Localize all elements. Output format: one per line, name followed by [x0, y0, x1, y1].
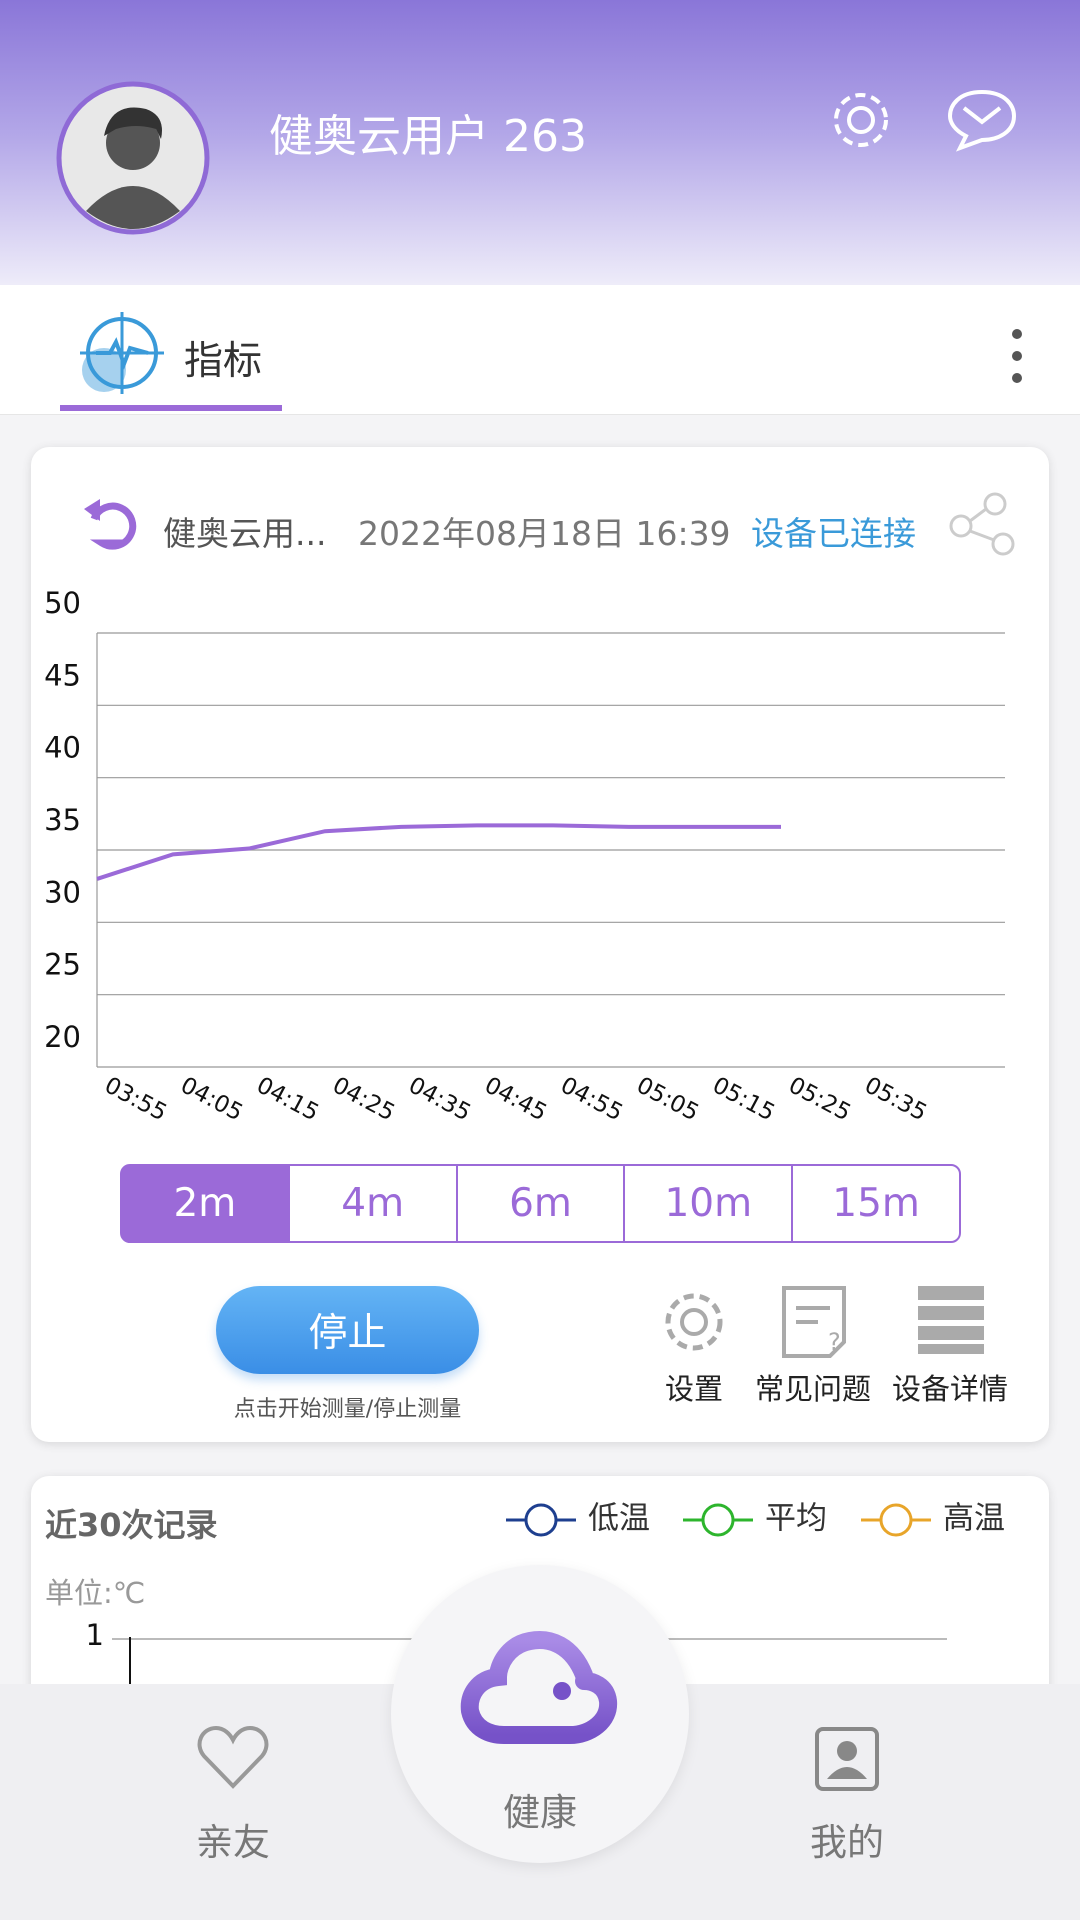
nav-label[interactable]: 亲友 [196, 1821, 270, 1864]
legend-marker [701, 1503, 735, 1537]
connection-status: 设备已连接 [751, 514, 916, 553]
x-tick-label: 04:35 [404, 1072, 475, 1126]
settings-icon[interactable] [825, 84, 897, 156]
tool-label[interactable]: 设备详情 [891, 1372, 1009, 1406]
message-icon[interactable] [946, 88, 1018, 152]
x-tick-label: 05:05 [632, 1072, 703, 1126]
tab-icon [80, 312, 164, 394]
legend-label: 低温 [588, 1501, 650, 1537]
stop-hint: 点击开始测量/停止测量 [233, 1397, 462, 1422]
y-tick-label: 20 [44, 1020, 81, 1054]
legend-label: 平均 [765, 1501, 827, 1537]
records-unit: 单位:℃ [45, 1576, 146, 1610]
x-tick-label: 04:05 [176, 1072, 247, 1126]
heart-icon[interactable] [196, 1724, 270, 1792]
stop-button[interactable]: 停止 [216, 1286, 479, 1374]
y-tick-label: 25 [44, 948, 81, 982]
share-icon[interactable] [947, 490, 1019, 562]
x-tick-label: 04:45 [480, 1072, 551, 1126]
x-tick-label: 05:15 [708, 1072, 779, 1126]
tool-icon[interactable]: ? [778, 1284, 850, 1360]
card-datetime: 2022年08月18日 16:39 [358, 514, 731, 553]
tab-underline [60, 405, 282, 411]
range-button[interactable]: 6m [455, 1164, 626, 1243]
records-title: 近30次记录 [45, 1506, 218, 1544]
tab-bar [0, 285, 1080, 415]
back-icon[interactable] [80, 495, 140, 555]
legend-marker [524, 1503, 558, 1537]
range-button[interactable]: 4m [287, 1164, 458, 1243]
y-tick-label: 40 [44, 731, 81, 765]
legend-marker [879, 1503, 913, 1537]
measure-card [31, 447, 1049, 1442]
y-tick-label: 45 [44, 658, 81, 692]
y-tick-label: 35 [44, 803, 81, 837]
tool-icon[interactable] [916, 1284, 986, 1356]
x-tick-label: 05:25 [784, 1072, 855, 1126]
x-tick-label: 04:15 [252, 1072, 323, 1126]
y-tick-label: 50 [44, 586, 81, 620]
range-button[interactable]: 10m [623, 1164, 794, 1243]
x-tick-label: 04:55 [556, 1072, 627, 1126]
data-line [96, 823, 781, 881]
cloud-icon[interactable] [460, 1625, 620, 1755]
nav-center[interactable] [391, 1565, 689, 1863]
nav-label[interactable]: 健康 [503, 1791, 577, 1834]
card-user: 健奥云用... [163, 514, 327, 553]
x-tick-label: 03:55 [100, 1072, 171, 1126]
nav-label[interactable]: 我的 [810, 1821, 884, 1864]
x-tick-label: 05:35 [860, 1072, 931, 1126]
avatar[interactable] [56, 81, 210, 235]
y-tick-label: 1 [86, 1618, 104, 1652]
more-icon[interactable] [1007, 328, 1027, 384]
username: 健奥云用户 263 [269, 111, 587, 162]
tool-label[interactable]: 设置 [664, 1372, 724, 1406]
y-tick-label: 30 [44, 875, 81, 909]
range-button[interactable]: 15m [791, 1164, 961, 1243]
tool-label[interactable]: 常见问题 [754, 1372, 872, 1406]
records-chart: 低温 平均 高温 1 [86, 1501, 1005, 1700]
tab-label[interactable]: 指标 [184, 339, 263, 384]
range-button[interactable]: 2m [120, 1164, 290, 1243]
x-tick-label: 04:25 [328, 1072, 399, 1126]
svg-text:?: ? [828, 1328, 841, 1356]
legend-label: 高温 [943, 1501, 1005, 1537]
tool-icon[interactable] [658, 1286, 730, 1358]
profile-icon[interactable] [815, 1727, 879, 1791]
